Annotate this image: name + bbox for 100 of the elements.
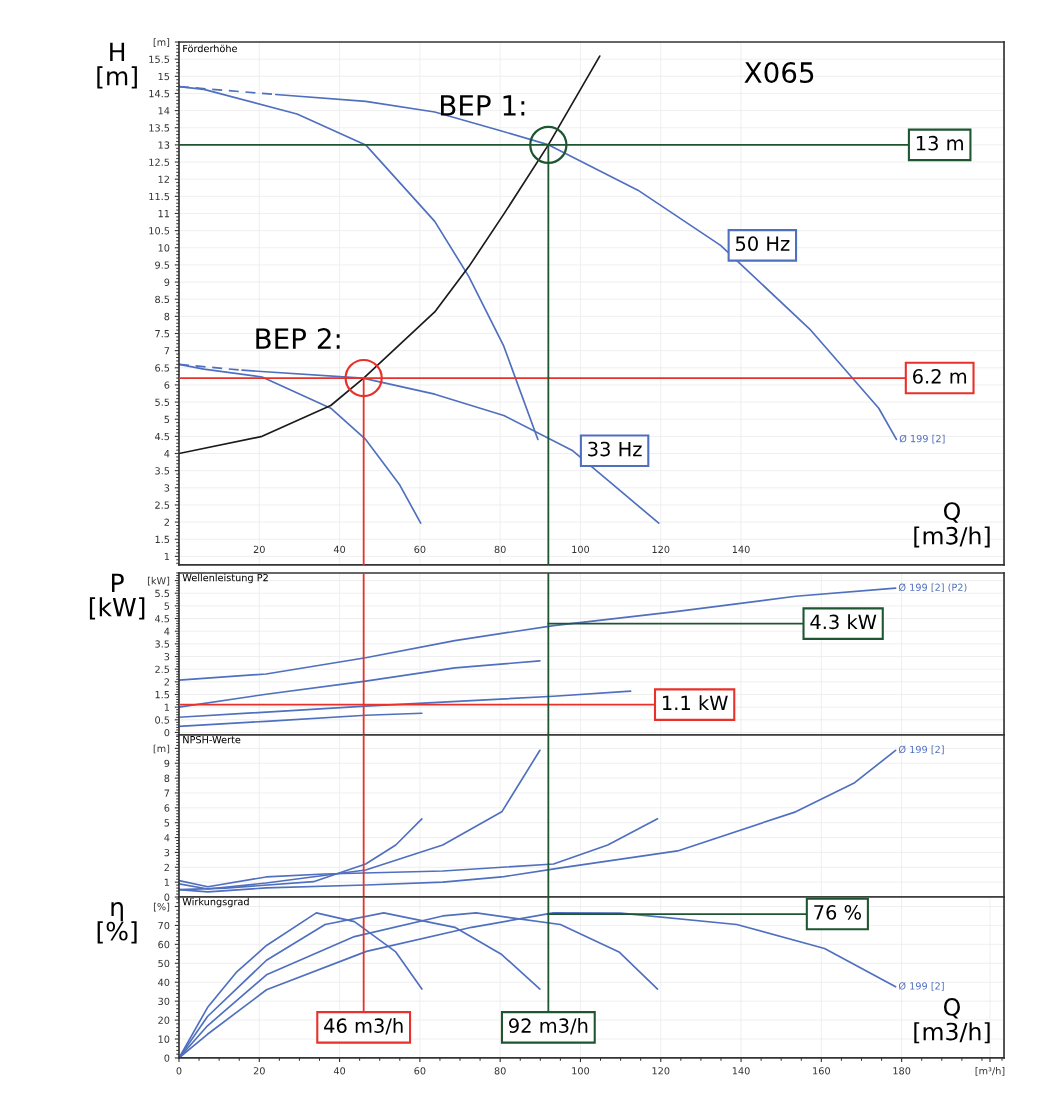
- annotation: Ø 199 [2] (P2): [898, 583, 967, 593]
- y-tick-label: 3.5: [155, 467, 170, 475]
- y-tick-label: 2.5: [155, 501, 170, 509]
- chart-title: Wirkungsgrad: [182, 897, 249, 908]
- y-tick-label: 50: [158, 959, 170, 968]
- x-tick-label: 100: [572, 1067, 590, 1075]
- y-tick-label: 8.5: [155, 295, 170, 304]
- y-tick-label: 4: [164, 834, 170, 842]
- y-tick-label: 11: [158, 210, 170, 218]
- x-tick-label: 40: [333, 545, 346, 554]
- annotation: BEP 2:: [256, 328, 340, 349]
- chart-title: NPSH-Werte: [183, 735, 241, 744]
- ref-line-label: 76 %: [814, 904, 861, 920]
- y-tick-label: 8: [164, 312, 170, 321]
- x-tick-label: 80: [494, 1067, 506, 1075]
- y-tick-label: 3.5: [155, 640, 170, 648]
- y-tick-label: 0: [164, 728, 170, 737]
- annotation: Q [m3/h]: [914, 502, 990, 548]
- annotation: X065: [744, 62, 814, 84]
- y-tick-label: 3: [164, 848, 170, 857]
- x-tick-label: 0: [176, 1067, 182, 1075]
- ref-line-label: 6.2 m: [913, 369, 967, 384]
- y-tick-label: 0: [164, 1054, 170, 1062]
- annotation: Ø 199 [2]: [898, 745, 944, 755]
- y-tick-label: 30: [158, 997, 170, 1005]
- annotation: BEP 1:: [441, 95, 525, 116]
- y-tick-label: 12.5: [149, 158, 170, 166]
- y-tick-label: [m]: [153, 38, 170, 47]
- y-tick-label: 2: [164, 863, 169, 871]
- y-tick-label: 15: [158, 72, 170, 81]
- x-tick-label: 40: [333, 1067, 346, 1075]
- y-axis-title: P [kW]: [89, 573, 145, 620]
- y-axis-title: H [m]: [97, 42, 137, 89]
- y-tick-label: 7: [164, 789, 170, 797]
- y-tick-label: 1: [164, 878, 170, 886]
- y-tick-label: 11.5: [149, 192, 170, 201]
- y-axis-title: η [%]: [97, 902, 137, 944]
- y-tick-label: 1: [164, 552, 170, 561]
- y-tick-label: 10.5: [149, 227, 170, 235]
- y-tick-label: 60: [158, 940, 170, 949]
- x-tick-label: 120: [652, 545, 670, 554]
- x-tick-label: 180: [893, 1067, 911, 1075]
- x-tick-label: 160: [813, 1067, 830, 1075]
- y-tick-label: 4: [164, 627, 170, 635]
- y-tick-label: 5: [164, 602, 170, 610]
- x-tick-label: 80: [494, 545, 506, 554]
- x-tick-label: 60: [414, 1067, 426, 1075]
- y-tick-label: 5.5: [155, 589, 170, 598]
- y-tick-label: 2.5: [155, 665, 170, 673]
- x-tick-label: 140: [732, 545, 750, 554]
- y-tick-label: 5: [164, 415, 170, 424]
- y-tick-label: 0.5: [155, 716, 170, 724]
- y-tick-label: 4.5: [154, 432, 170, 441]
- chart-title: Förderhöhe: [183, 44, 238, 53]
- x-tick-label: 60: [414, 545, 426, 554]
- x-tick-label: [m³/h]: [975, 1066, 1005, 1076]
- x-tick-label: 140: [732, 1067, 750, 1075]
- y-tick-label: 70: [158, 921, 170, 930]
- y-tick-label: 0: [164, 893, 170, 901]
- y-tick-label: 3: [164, 652, 170, 661]
- ref-line-label: 46 m3/h: [324, 1017, 403, 1035]
- y-tick-label: 8: [164, 774, 170, 782]
- y-tick-label: 7: [164, 347, 170, 355]
- y-tick-label: 12: [158, 175, 169, 183]
- y-tick-label: 6.5: [155, 364, 170, 372]
- y-tick-label: 10: [158, 1035, 170, 1043]
- y-tick-label: 13.5: [149, 124, 170, 132]
- ref-line-label: 13 m: [916, 135, 963, 151]
- y-tick-label: 2: [164, 678, 169, 686]
- y-tick-label: 4: [164, 450, 170, 458]
- y-tick-label: 9.5: [155, 261, 170, 269]
- annotation: Ø 199 [2]: [899, 434, 945, 444]
- y-tick-label: 3: [164, 484, 170, 492]
- x-tick-label: 100: [572, 545, 590, 554]
- y-tick-label: 6: [164, 804, 170, 812]
- annotation: Ø 199 [2]: [898, 982, 944, 991]
- y-tick-label: 9: [164, 278, 170, 286]
- y-tick-label: 13: [158, 141, 170, 149]
- y-tick-label: 14.5: [149, 90, 170, 98]
- y-tick-label: 5.5: [155, 398, 170, 406]
- y-tick-label: 20: [158, 1016, 170, 1024]
- y-tick-label: 7.5: [155, 330, 170, 338]
- x-tick-label: 20: [253, 545, 265, 554]
- x-tick-label: 120: [652, 1067, 670, 1075]
- y-tick-label: 4.5: [154, 615, 170, 623]
- annotation: Q [m3/h]: [914, 997, 990, 1044]
- x-tick-label: 20: [253, 1067, 265, 1075]
- y-tick-label: [m]: [153, 744, 170, 754]
- y-tick-label: 5: [164, 819, 170, 827]
- y-tick-label: 15.5: [149, 55, 170, 63]
- series-label: 50 Hz: [735, 236, 790, 251]
- y-tick-label: 9: [164, 759, 170, 768]
- y-tick-label: [kW]: [147, 576, 170, 586]
- y-tick-label: 40: [158, 978, 170, 987]
- ref-line-label: 92 m3/h: [509, 1017, 588, 1035]
- y-tick-label: 1: [164, 703, 170, 711]
- y-tick-label: 1.5: [155, 691, 170, 699]
- chart-title: Wellenleistung P2: [182, 573, 268, 584]
- ref-line-label: 1.1 kW: [662, 695, 728, 710]
- y-tick-label: 2: [164, 518, 169, 526]
